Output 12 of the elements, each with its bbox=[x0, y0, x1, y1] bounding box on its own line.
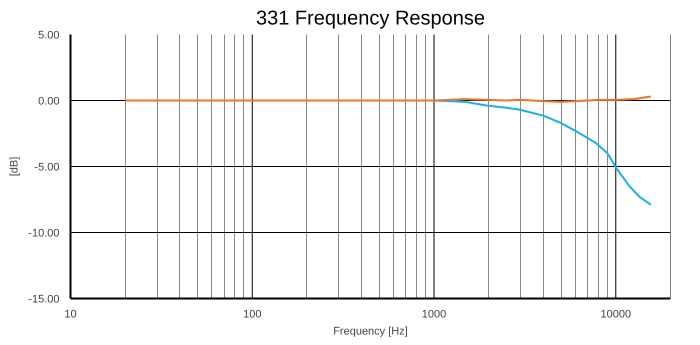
x-tick-label: 100 bbox=[243, 308, 262, 320]
x-tick-label: 10 bbox=[64, 308, 77, 320]
x-tick-label: 10000 bbox=[600, 308, 632, 320]
y-tick-label: -15.00 bbox=[28, 294, 60, 306]
chart-title: 331 Frequency Response bbox=[256, 8, 486, 30]
x-tick-label: 1000 bbox=[422, 308, 446, 320]
y-tick-label: 5.00 bbox=[38, 30, 60, 42]
y-tick-label: -5.00 bbox=[34, 162, 60, 174]
x-axis-title: Frequency [Hz] bbox=[333, 326, 408, 338]
y-tick-label: 0.00 bbox=[38, 96, 60, 108]
y-axis-title: [dB] bbox=[8, 156, 20, 176]
y-tick-label: -10.00 bbox=[28, 228, 60, 240]
